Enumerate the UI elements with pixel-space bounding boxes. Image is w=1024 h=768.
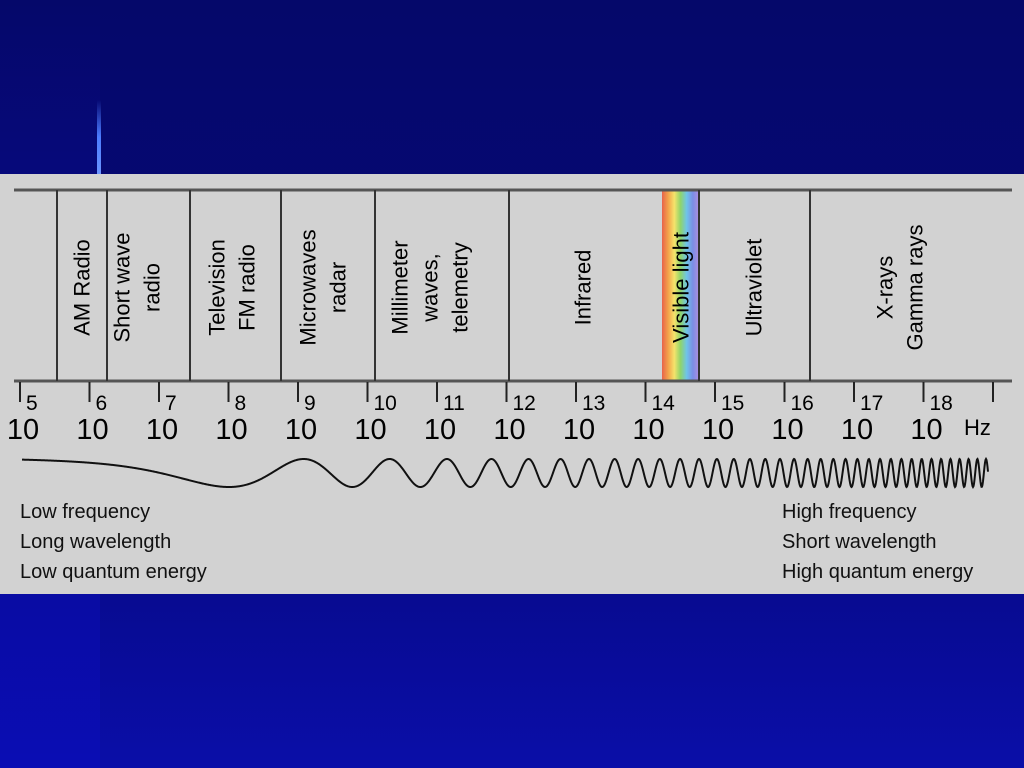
note-short-wavelength: Short wavelength xyxy=(782,531,937,553)
scale-exponent-16: 16 xyxy=(791,392,814,415)
band-label-microwaves-radar: Microwaves radar xyxy=(296,229,351,345)
note-high-frequency: High frequency xyxy=(782,501,917,523)
note-low-frequency: Low frequency xyxy=(20,501,151,523)
high-end-notes: High frequency Short wavelength High qua… xyxy=(782,497,973,587)
scale-base-label: 10 xyxy=(146,414,178,446)
scale-exponent-5: 5 xyxy=(26,392,38,415)
band-label-line: telemetry xyxy=(448,242,473,332)
scale-base-label: 10 xyxy=(563,414,595,446)
band-label-line: AM Radio xyxy=(70,239,95,336)
scale-exponent-8: 8 xyxy=(235,392,247,415)
scale-exponent-17: 17 xyxy=(860,392,883,415)
scale-base-label: 10 xyxy=(7,414,39,446)
spectrum-diagram: AM Radio Short wave radio Television FM radi… xyxy=(7,188,1012,490)
scale-base-label: 10 xyxy=(76,414,108,446)
band-label-ultraviolet: Ultraviolet xyxy=(742,239,767,337)
band-label-line: Visible light xyxy=(669,232,694,343)
scale-exponent-18: 18 xyxy=(930,392,953,415)
band-label-line: Gamma rays xyxy=(903,225,928,351)
band-label-millimeter-waves-telemetry: Millimeter waves, telemetry xyxy=(388,240,473,334)
band-label-line: Infrared xyxy=(571,250,596,326)
scale-base-label: 10 xyxy=(910,414,942,446)
visible-light-band xyxy=(662,190,699,381)
band-label-line: Television xyxy=(205,239,230,336)
note-long-wavelength: Long wavelength xyxy=(20,531,172,553)
scale-exponent-15: 15 xyxy=(721,392,744,415)
scale-base-label: 10 xyxy=(841,414,873,446)
scale-exponent-10: 10 xyxy=(374,392,397,415)
scale-base-label: 10 xyxy=(632,414,664,446)
band-label-line: X-rays xyxy=(873,256,898,320)
scale-base-label: 10 xyxy=(702,414,734,446)
band-label-line: waves, xyxy=(418,253,443,322)
scale-base-label: 10 xyxy=(354,414,386,446)
scale-base-label: 10 xyxy=(285,414,317,446)
scale-exponent-11: 11 xyxy=(443,392,465,415)
band-label-infrared: Infrared xyxy=(571,250,596,326)
band-label-xrays-gamma-rays: X-rays Gamma rays xyxy=(873,225,928,351)
scale-exponent-7: 7 xyxy=(165,392,177,415)
band-label-line: radio xyxy=(140,263,165,312)
scale-base-label: 10 xyxy=(771,414,803,446)
scale-base-label: 10 xyxy=(424,414,456,446)
spectrum-panel: AM Radio Short wave radio Television FM radi… xyxy=(0,174,1024,594)
scale-exponent-9: 9 xyxy=(304,392,316,415)
band-label-line: Microwaves xyxy=(296,229,321,345)
note-high-quantum-energy: High quantum energy xyxy=(782,561,974,583)
band-label-line: radar xyxy=(326,262,351,313)
scale-exponent-6: 6 xyxy=(96,392,108,415)
scale-exponent-14: 14 xyxy=(652,392,676,415)
band-label-line: Millimeter xyxy=(388,240,413,334)
note-low-quantum-energy: Low quantum energy xyxy=(20,561,207,583)
scale-base-label: 10 xyxy=(215,414,247,446)
slide-accent-glow xyxy=(97,100,101,174)
band-label-line: Ultraviolet xyxy=(742,239,767,337)
band-label-line: FM radio xyxy=(235,244,260,331)
band-label-television-fm-radio: Television FM radio xyxy=(205,239,260,336)
scale-base-label: 10 xyxy=(493,414,525,446)
scale-unit-label: Hz xyxy=(964,415,991,440)
low-end-notes: Low frequency Long wavelength Low quantu… xyxy=(20,497,207,587)
scale-exponent-12: 12 xyxy=(513,392,536,415)
frequency-wave xyxy=(21,456,989,490)
band-label-line: Short wave xyxy=(110,232,135,342)
band-label-visible-light: Visible light xyxy=(669,232,694,343)
scale-exponent-13: 13 xyxy=(582,392,605,415)
band-label-am-radio: AM Radio xyxy=(70,239,95,336)
band-label-short-wave-radio: Short wave radio xyxy=(110,232,165,342)
